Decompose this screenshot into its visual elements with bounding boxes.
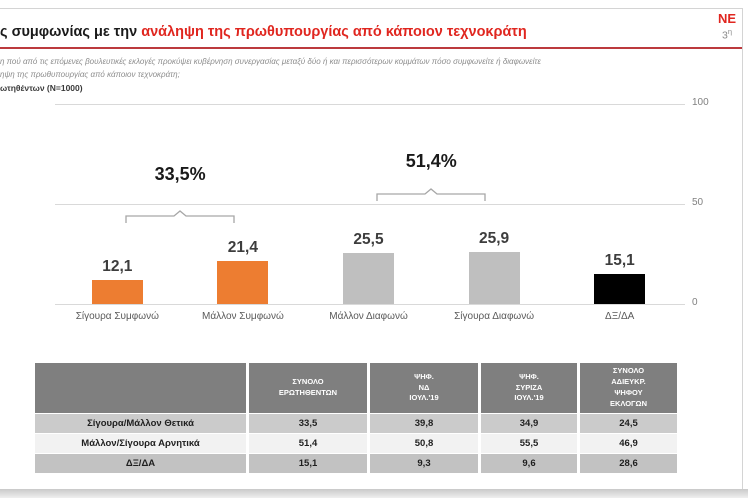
- brace-icon: [125, 210, 235, 223]
- table-cell: 9,6: [481, 454, 577, 473]
- bar-value-label: 12,1: [102, 257, 133, 275]
- group-total-label: 51,4%: [405, 151, 457, 171]
- table-row: Μάλλον/Σίγουρα Αρνητικά 51,4 50,8 55,5 46,9: [35, 434, 677, 453]
- table-header-cell: ΣΥΝΟΛΟ ΑΔΙΕΥΚΡ. ΨΗΦΟΥ ΕΚΛΟΓΩΝ: [580, 363, 677, 413]
- brace-icon: [376, 188, 486, 201]
- table-cell: 33,5: [249, 414, 367, 433]
- subtitle-question-line1: η πού από τις επόμενες βουλευτικές εκλογ…: [0, 57, 541, 66]
- category-label: Μάλλον Διαφωνώ: [329, 311, 408, 322]
- gridline-50: [55, 204, 685, 205]
- sample-size-note: ωτηθέντων (N=1000): [0, 83, 83, 93]
- table-cell: Σίγουρα/Μάλλον Θετικά: [35, 414, 246, 433]
- bar-value-label: 25,9: [479, 230, 510, 248]
- chart-bar-3: [468, 252, 520, 304]
- group-brace: [376, 188, 486, 202]
- group-total-label: 33,5%: [154, 164, 206, 184]
- slide-bottom-edge: [0, 489, 748, 498]
- table-row: Σίγουρα/Μάλλον Θετικά 33,5 39,8 34,9 24,5: [35, 414, 677, 433]
- table-cell: 24,5: [580, 414, 677, 433]
- slide-right-border: [742, 8, 743, 490]
- table-cell: 15,1: [249, 454, 367, 473]
- y-axis-tick-label: 100: [692, 97, 709, 108]
- title-divider-line: [0, 47, 742, 49]
- chart-bar-1: [217, 261, 269, 304]
- edition-label: 3η: [722, 27, 733, 42]
- bar-value-label: 21,4: [227, 239, 258, 257]
- table-header-cell: ΨΗΦ. ΣΥΡΙΖΑ ΙΟΥΛ.'19: [481, 363, 577, 413]
- category-label: Μάλλον Συμφωνώ: [201, 311, 284, 322]
- table-header-row: ΣΥΝΟΛΟ ΕΡΩΤΗΘΕΝΤΩΝ ΨΗΦ. ΝΔ ΙΟΥΛ.'19 ΨΗΦ. Σ…: [35, 363, 677, 413]
- subtitle-question-line2: ηψη της πρωθυπουργίας από κάποιον τεχνοκ…: [0, 70, 180, 79]
- bar-value-label: 25,5: [353, 231, 384, 248]
- slide-top-border: [0, 8, 743, 9]
- gridline-100: [55, 104, 685, 105]
- table-row: ΔΞ/ΔΑ 15,1 9,3 9,6 28,6: [35, 454, 677, 473]
- table-cell: Μάλλον/Σίγουρα Αρνητικά: [35, 434, 246, 453]
- y-axis-tick-label: 0: [692, 297, 698, 308]
- gridline-0: [55, 304, 685, 305]
- bar-value-label: 15,1: [604, 251, 635, 269]
- table-cell: 28,6: [580, 454, 677, 473]
- table-header-cell: [35, 363, 246, 413]
- table-cell: 34,9: [481, 414, 577, 433]
- category-label: Σίγουρα Συμφωνώ: [75, 311, 159, 322]
- category-label: ΔΞ/ΔΑ: [605, 311, 635, 322]
- table-cell: 55,5: [481, 434, 577, 453]
- chart-bar-2: [343, 253, 394, 304]
- page-title-prefix: ς συμφωνίας με την: [0, 24, 142, 40]
- results-table: ΣΥΝΟΛΟ ΕΡΩΤΗΘΕΝΤΩΝ ΨΗΦ. ΝΔ ΙΟΥΛ.'19 ΨΗΦ. Σ…: [35, 363, 677, 473]
- table-cell: 46,9: [580, 434, 677, 453]
- table-header-cell: ΨΗΦ. ΝΔ ΙΟΥΛ.'19: [370, 363, 478, 413]
- chart-bar-4: [594, 273, 646, 304]
- y-axis-tick-label: 50: [692, 197, 704, 208]
- table-cell: 50,8: [370, 434, 478, 453]
- chart-bar-0: [91, 279, 143, 304]
- page-title: ς συμφωνίας με την ανάληψη της πρωθυπουρ…: [0, 24, 700, 40]
- category-label: Σίγουρα Διαφωνώ: [454, 311, 535, 322]
- table-cell: 51,4: [249, 434, 367, 453]
- table-cell: ΔΞ/ΔΑ: [35, 454, 246, 473]
- group-brace: [125, 210, 235, 224]
- table-cell: 9,3: [370, 454, 478, 473]
- brand-logo: NE: [718, 11, 737, 26]
- table-header-cell: ΣΥΝΟΛΟ ΕΡΩΤΗΘΕΝΤΩΝ: [249, 363, 367, 413]
- page-title-highlight: ανάληψη της πρωθυπουργίας από κάποιον τε…: [141, 24, 527, 40]
- table-cell: 39,8: [370, 414, 478, 433]
